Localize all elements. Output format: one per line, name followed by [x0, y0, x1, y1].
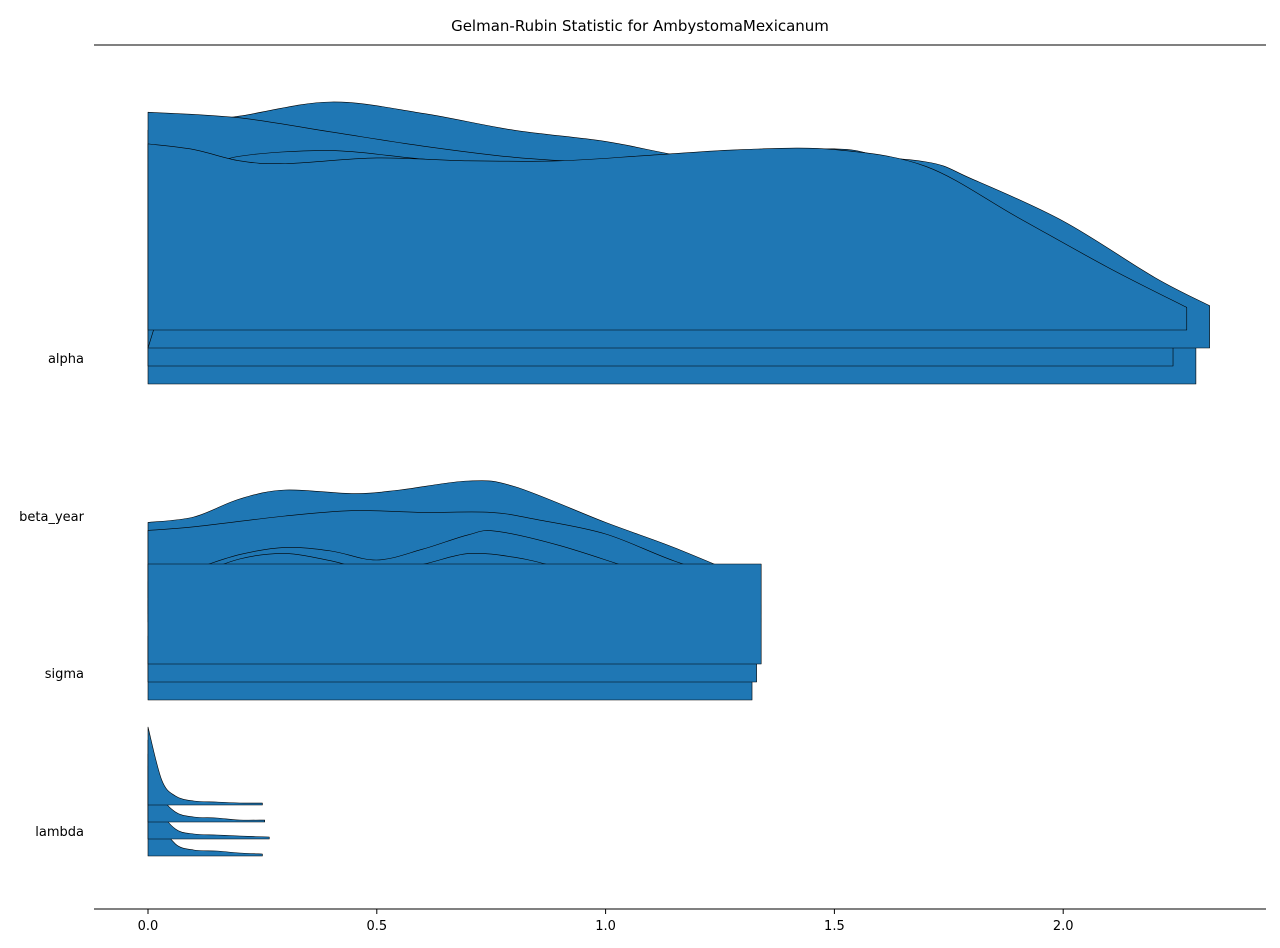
y-label-lambda: lambda [35, 825, 84, 840]
ridge-lambda-chain-3 [147, 739, 265, 823]
ridges-layer [147, 101, 1210, 857]
chart-title: Gelman-Rubin Statistic for AmbystomaMexi… [451, 17, 829, 35]
ridge-sigma-chain-3 [147, 563, 762, 665]
ridge-group-lambda [147, 726, 270, 857]
y-label-alpha: alpha [48, 352, 84, 367]
x-axis-ticks: 0.0 0.5 1.0 1.5 2.0 [138, 909, 1074, 934]
ridge-alpha-chain-4 [147, 143, 1188, 331]
y-label-sigma: sigma [45, 667, 84, 682]
ridge-group-sigma [147, 563, 762, 701]
y-label-beta-year: beta_year [19, 510, 84, 525]
x-tick-label: 0.5 [366, 919, 387, 934]
x-tick-label: 0.0 [138, 919, 159, 934]
x-tick-label: 1.5 [824, 919, 845, 934]
ridge-group-alpha [147, 101, 1210, 385]
ridge-lambda-chain-4 [147, 726, 263, 806]
x-tick-label: 1.0 [595, 919, 616, 934]
x-tick-label: 2.0 [1053, 919, 1074, 934]
